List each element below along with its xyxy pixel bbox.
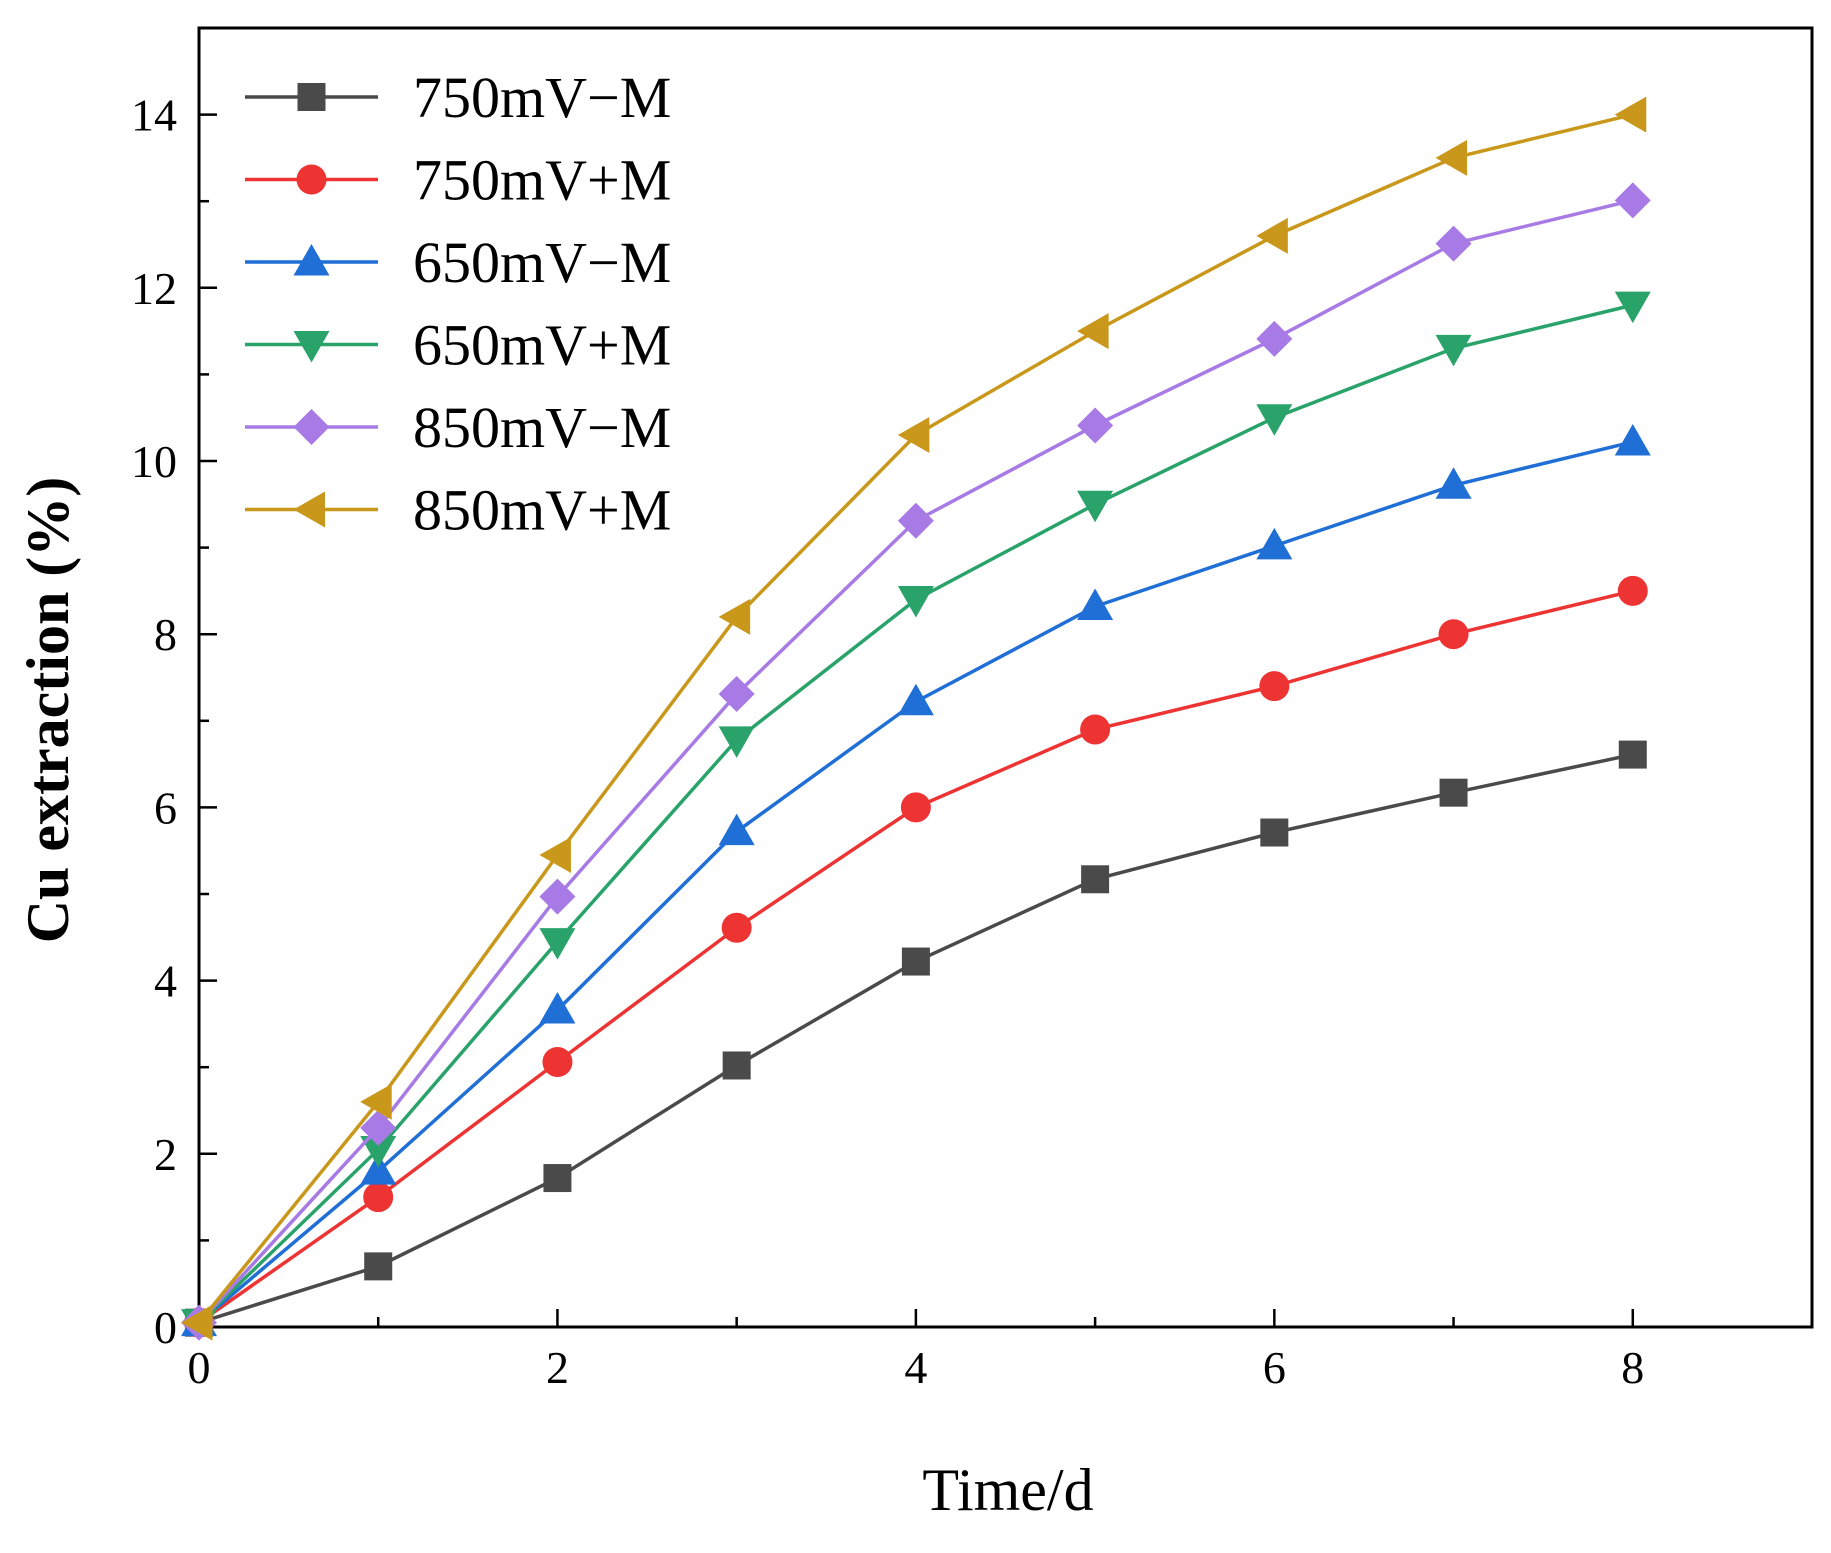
x-tick-label: 0 bbox=[188, 1342, 211, 1393]
data-point bbox=[360, 1109, 397, 1146]
data-point bbox=[901, 947, 930, 976]
data-point bbox=[1438, 619, 1469, 650]
legend-label: 650mV+M bbox=[413, 313, 671, 378]
y-tick-label: 8 bbox=[154, 609, 177, 660]
series-3 bbox=[181, 423, 1651, 1337]
data-point bbox=[1256, 320, 1293, 357]
data-point bbox=[1077, 490, 1114, 523]
legend-item: 650mV+M bbox=[245, 313, 671, 378]
data-point bbox=[1435, 467, 1472, 499]
series-group bbox=[181, 96, 1651, 1341]
legend-label: 750mV+M bbox=[413, 148, 671, 213]
data-point bbox=[1617, 575, 1648, 606]
data-point bbox=[1439, 778, 1468, 807]
data-point bbox=[721, 912, 752, 943]
data-point bbox=[542, 1047, 573, 1078]
data-point bbox=[1080, 714, 1111, 745]
legend-item: 750mV−M bbox=[245, 65, 671, 130]
legend-item: 850mV−M bbox=[245, 395, 671, 460]
x-tick-label: 8 bbox=[1621, 1342, 1644, 1393]
data-point bbox=[364, 1252, 393, 1281]
data-point bbox=[897, 586, 934, 618]
data-point bbox=[539, 878, 576, 915]
data-point bbox=[1618, 740, 1647, 769]
series-line bbox=[198, 752, 1634, 1325]
legend-item: 650mV−M bbox=[245, 230, 671, 295]
legend-marker bbox=[293, 409, 330, 445]
data-point bbox=[1081, 865, 1110, 894]
data-point bbox=[718, 726, 755, 758]
legend-marker bbox=[293, 331, 330, 363]
data-point bbox=[1614, 423, 1651, 456]
legend: 750mV−M 750mV+M 650mV−M 650mV+M 850mV−M 850mV… bbox=[245, 65, 671, 543]
legend-marker bbox=[296, 164, 327, 195]
legend-marker bbox=[293, 244, 330, 276]
y-tick-label: 0 bbox=[154, 1302, 177, 1353]
legend-label: 650mV−M bbox=[413, 230, 671, 295]
series-1 bbox=[185, 740, 1647, 1337]
data-point bbox=[543, 1164, 572, 1193]
data-point bbox=[360, 1135, 397, 1168]
y-tick-label: 2 bbox=[154, 1129, 177, 1180]
data-point bbox=[897, 502, 934, 539]
data-point bbox=[1077, 407, 1114, 444]
data-point bbox=[1435, 139, 1468, 176]
legend-marker bbox=[293, 491, 325, 528]
legend-label: 750mV−M bbox=[413, 65, 671, 130]
legend-label: 850mV+M bbox=[413, 478, 671, 543]
y-tick-label: 4 bbox=[154, 956, 177, 1007]
legend-marker bbox=[297, 83, 326, 111]
legend-label: 850mV−M bbox=[413, 395, 671, 460]
data-point bbox=[1077, 313, 1109, 350]
series-line bbox=[197, 112, 1634, 1324]
data-point bbox=[1256, 217, 1288, 254]
data-point bbox=[1614, 291, 1651, 324]
x-tick-label: 4 bbox=[904, 1342, 927, 1393]
x-tick-label: 2 bbox=[546, 1342, 569, 1393]
legend-item: 850mV+M bbox=[245, 478, 671, 543]
series-4 bbox=[181, 291, 1651, 1341]
data-point bbox=[1256, 527, 1293, 560]
data-point bbox=[1260, 818, 1289, 847]
data-point bbox=[718, 813, 755, 846]
data-point bbox=[1614, 96, 1647, 133]
y-tick-label: 6 bbox=[154, 782, 177, 833]
data-point bbox=[722, 1051, 751, 1080]
plot-frame bbox=[197, 26, 1814, 1329]
axes: 0 2 4 6 8 0 2 4 6 8 10 12 14 bbox=[131, 26, 1814, 1393]
data-point bbox=[363, 1182, 394, 1213]
data-point bbox=[539, 992, 576, 1024]
y-tick-label: 12 bbox=[131, 263, 177, 314]
y-tick-label: 10 bbox=[131, 436, 177, 487]
data-point bbox=[1256, 404, 1293, 436]
data-point bbox=[1077, 588, 1114, 620]
data-point bbox=[539, 928, 576, 960]
legend-item: 750mV+M bbox=[245, 148, 671, 213]
data-point bbox=[360, 1083, 392, 1120]
series-6 bbox=[181, 96, 1647, 1341]
series-2 bbox=[184, 575, 1648, 1338]
data-point bbox=[1435, 334, 1472, 367]
data-point bbox=[718, 675, 755, 712]
data-point bbox=[1435, 225, 1472, 262]
data-point bbox=[1259, 671, 1290, 702]
data-point bbox=[897, 417, 930, 454]
data-point bbox=[900, 792, 931, 823]
x-tick-label: 6 bbox=[1263, 1342, 1286, 1393]
y-tick-label: 14 bbox=[131, 90, 177, 141]
data-point bbox=[897, 683, 934, 716]
series-5 bbox=[181, 182, 1651, 1341]
series-line bbox=[197, 440, 1634, 1325]
y-axis-title: Cu extraction (%) bbox=[15, 477, 81, 944]
data-point bbox=[1614, 182, 1651, 219]
x-axis-title: Time/d bbox=[922, 1457, 1093, 1523]
data-point bbox=[360, 1153, 397, 1185]
data-point bbox=[718, 598, 751, 635]
data-point bbox=[181, 1304, 213, 1341]
data-point bbox=[539, 837, 571, 874]
